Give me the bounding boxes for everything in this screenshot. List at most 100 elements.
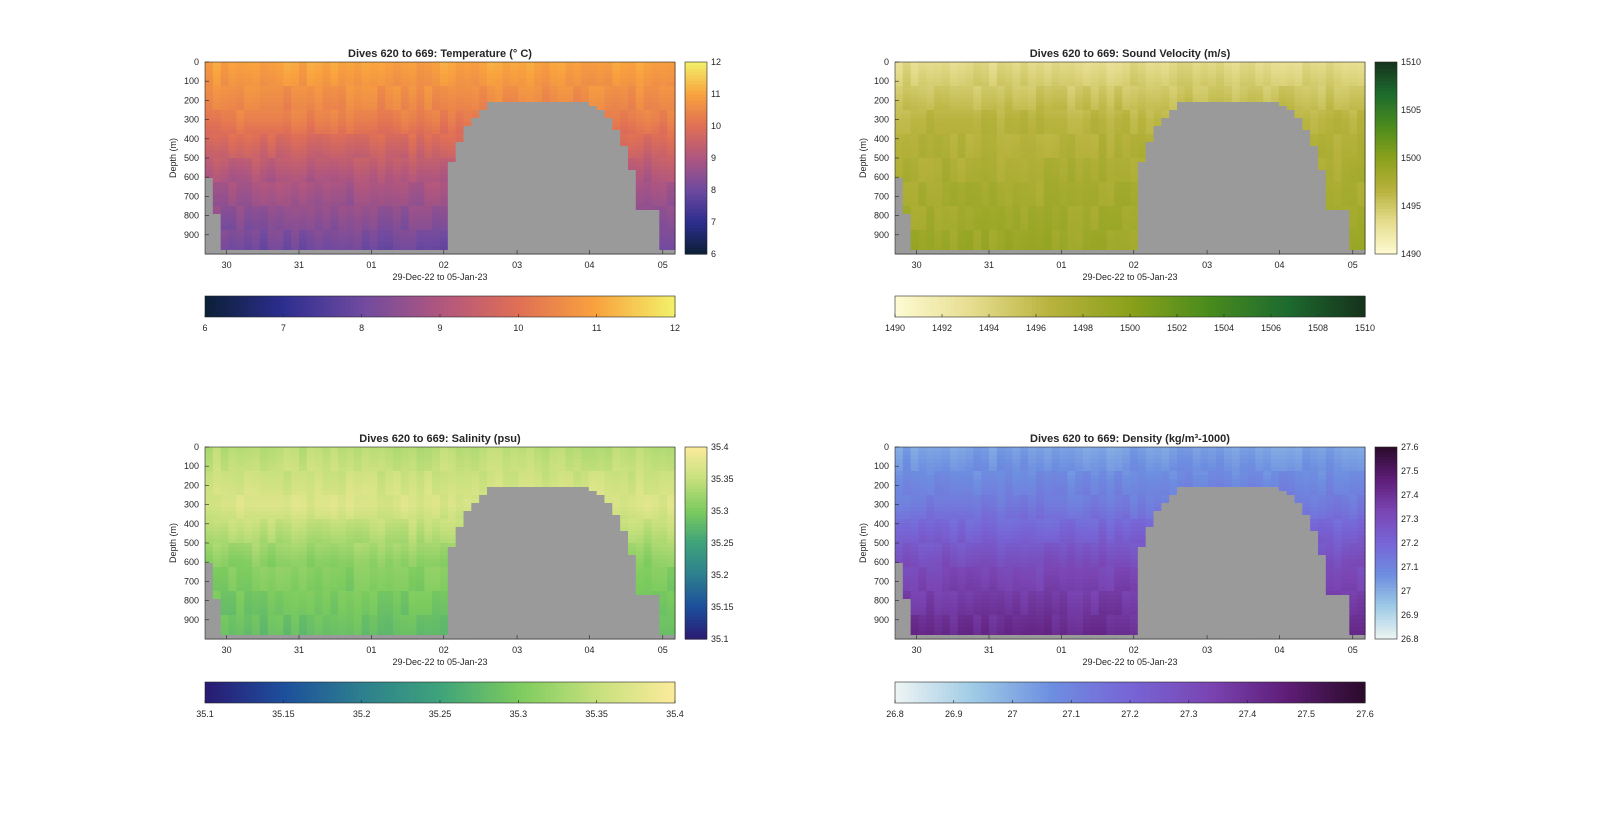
- colorbar-tick-label: 7: [281, 323, 286, 333]
- heatmap-cell: [1130, 154, 1139, 159]
- heatmap-cell: [463, 74, 472, 79]
- heatmap-cell: [926, 122, 935, 127]
- heatmap-cell: [400, 170, 410, 175]
- heatmap-cell: [926, 142, 935, 147]
- heatmap-cell: [306, 90, 316, 95]
- heatmap-cell: [895, 190, 904, 195]
- heatmap-cell: [463, 110, 472, 115]
- heatmap-cell: [236, 198, 245, 203]
- heatmap-cell: [330, 126, 339, 131]
- colorbar-swatch: [624, 296, 629, 317]
- heatmap-cell: [667, 190, 676, 195]
- heatmap-cell: [581, 102, 590, 107]
- heatmap-cell: [479, 90, 488, 95]
- heatmap-cell: [651, 142, 660, 147]
- heatmap-cell: [361, 134, 371, 139]
- heatmap-cell: [252, 154, 261, 159]
- heatmap-cell: [1067, 186, 1076, 191]
- heatmap-cell: [479, 218, 488, 223]
- heatmap-cell: [502, 242, 512, 247]
- heatmap-cell: [338, 178, 347, 183]
- heatmap-cell: [432, 174, 441, 179]
- heatmap-cell: [628, 90, 637, 95]
- heatmap-cell: [463, 106, 472, 111]
- heatmap-cell: [996, 174, 1006, 179]
- heatmap-cell: [926, 74, 935, 79]
- heatmap-cell: [205, 222, 214, 227]
- colorbar-tick-label: 10: [513, 323, 523, 333]
- colorbar-swatch: [494, 296, 500, 317]
- colorbar-swatch: [685, 199, 707, 204]
- heatmap-cell: [659, 146, 668, 151]
- heatmap-cell: [581, 206, 590, 211]
- heatmap-cell: [400, 202, 410, 207]
- heatmap-cell: [487, 82, 496, 87]
- heatmap-cell: [338, 162, 347, 167]
- heatmap-cell: [252, 106, 261, 111]
- heatmap-cell: [1098, 146, 1108, 151]
- heatmap-cell: [440, 234, 449, 239]
- heatmap-cell: [1020, 194, 1029, 199]
- heatmap-cell: [926, 170, 935, 175]
- heatmap-cell: [244, 110, 253, 115]
- heatmap-cell: [981, 210, 990, 215]
- heatmap-cell: [1106, 62, 1115, 67]
- heatmap-cell: [643, 130, 653, 135]
- heatmap-cell: [588, 114, 598, 119]
- heatmap-cell: [596, 118, 606, 123]
- heatmap-cell: [353, 142, 363, 147]
- heatmap-cell: [369, 74, 378, 79]
- heatmap-cell: [299, 170, 308, 175]
- heatmap-cell: [299, 214, 308, 219]
- heatmap-cell: [1106, 134, 1115, 139]
- heatmap-cell: [565, 90, 574, 95]
- heatmap-cell: [479, 182, 488, 187]
- heatmap-cell: [244, 134, 253, 139]
- heatmap-cell: [220, 90, 230, 95]
- heatmap-cell: [1059, 206, 1068, 211]
- heatmap-cell: [267, 82, 277, 87]
- heatmap-cell: [424, 86, 433, 91]
- heatmap-cell: [440, 134, 449, 139]
- heatmap-cell: [228, 206, 237, 211]
- heatmap-cell: [377, 174, 386, 179]
- heatmap-cell: [1036, 126, 1045, 131]
- heatmap-cell: [965, 190, 974, 195]
- heatmap-cell: [549, 98, 559, 103]
- heatmap-cell: [1083, 126, 1092, 131]
- heatmap-cell: [424, 154, 433, 159]
- heatmap-cell: [965, 138, 974, 143]
- heatmap-cell: [1122, 214, 1131, 219]
- heatmap-cell: [291, 74, 300, 79]
- heatmap-cell: [252, 222, 261, 227]
- heatmap-cell: [926, 134, 935, 139]
- heatmap-cell: [934, 118, 943, 123]
- heatmap-cell: [612, 246, 621, 251]
- heatmap-cell: [588, 138, 598, 143]
- heatmap-cell: [236, 130, 245, 135]
- heatmap-cell: [1020, 86, 1029, 91]
- heatmap-cell: [283, 186, 292, 191]
- heatmap-cell: [471, 246, 480, 251]
- heatmap-cell: [1028, 246, 1037, 251]
- heatmap-cell: [330, 174, 339, 179]
- heatmap-cell: [643, 246, 653, 251]
- heatmap-cell: [471, 250, 480, 255]
- heatmap-cell: [557, 122, 566, 127]
- heatmap-cell: [463, 90, 472, 95]
- heatmap-cell: [965, 210, 974, 215]
- heatmap-cell: [393, 182, 402, 187]
- heatmap-cell: [212, 222, 222, 227]
- heatmap-cell: [455, 98, 465, 103]
- heatmap-cell: [902, 130, 912, 135]
- heatmap-cell: [620, 186, 629, 191]
- heatmap-cell: [1098, 126, 1108, 131]
- heatmap-cell: [1098, 82, 1108, 87]
- heatmap-cell: [346, 126, 355, 131]
- heatmap-cell: [1012, 146, 1021, 151]
- heatmap-cell: [1090, 174, 1100, 179]
- heatmap-cell: [1192, 150, 1202, 155]
- heatmap-cell: [1106, 106, 1115, 111]
- heatmap-cell: [275, 242, 284, 247]
- heatmap-cell: [1177, 234, 1186, 239]
